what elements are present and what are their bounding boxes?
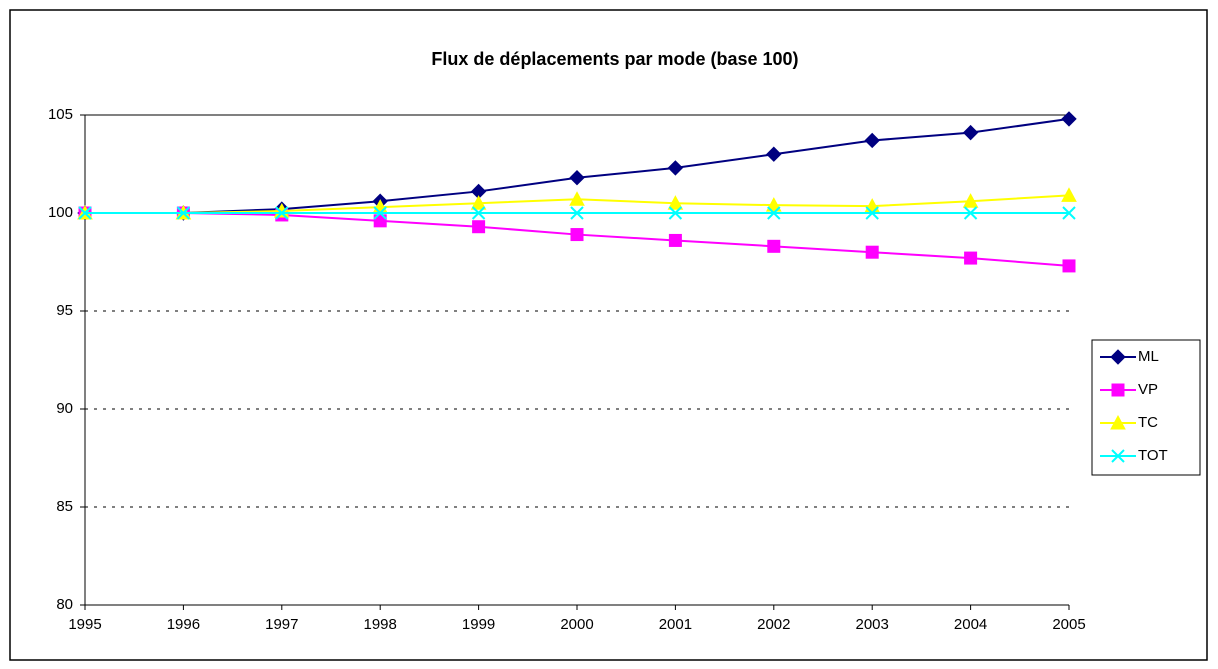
data-point xyxy=(569,170,585,186)
data-point xyxy=(668,233,682,247)
data-point xyxy=(275,206,289,220)
data-point xyxy=(78,206,92,220)
legend-label: TOT xyxy=(1138,447,1168,464)
legend-marker xyxy=(1111,449,1125,463)
data-point xyxy=(865,245,879,259)
data-point xyxy=(767,206,781,220)
data-point xyxy=(962,124,979,141)
legend-label: VP xyxy=(1138,381,1158,398)
data-point xyxy=(667,195,684,210)
legend-label: ML xyxy=(1138,348,1159,365)
data-point xyxy=(569,191,585,206)
x-tick-label: 2000 xyxy=(560,616,593,633)
data-point xyxy=(1062,206,1076,220)
data-point xyxy=(373,214,387,228)
y-tick-label: 95 xyxy=(56,302,73,319)
y-tick-label: 90 xyxy=(56,400,73,417)
data-point xyxy=(766,146,782,162)
x-tick-label: 2004 xyxy=(954,616,987,633)
data-point xyxy=(1062,259,1076,273)
data-point xyxy=(767,239,781,253)
data-point xyxy=(471,206,486,220)
data-point xyxy=(963,206,978,220)
data-point xyxy=(864,132,880,149)
y-tick-label: 80 xyxy=(56,596,73,613)
data-point xyxy=(667,160,684,176)
legend xyxy=(1091,339,1201,476)
y-tick-label: 85 xyxy=(56,498,73,515)
legend-label: TC xyxy=(1138,414,1158,431)
data-point xyxy=(570,228,584,242)
x-tick-label: 2005 xyxy=(1052,616,1085,633)
chart-frame xyxy=(9,9,1208,661)
data-point xyxy=(470,195,487,210)
x-tick-label: 2003 xyxy=(856,616,889,633)
data-point xyxy=(1061,187,1077,202)
data-point xyxy=(865,206,879,220)
data-point xyxy=(570,206,584,220)
data-point xyxy=(964,251,978,265)
legend-marker xyxy=(1111,383,1125,397)
x-tick-label: 2001 xyxy=(659,616,692,633)
y-tick-label: 100 xyxy=(48,204,73,221)
x-tick-label: 1998 xyxy=(364,616,397,633)
data-point xyxy=(668,206,683,220)
chart-title: Flux de déplacements par mode (base 100) xyxy=(431,49,798,69)
data-point xyxy=(962,193,979,208)
data-point xyxy=(1061,111,1077,127)
data-point xyxy=(765,197,782,212)
data-point xyxy=(373,206,387,220)
y-tick-label: 105 xyxy=(48,106,73,123)
x-tick-label: 1995 xyxy=(68,616,101,633)
x-tick-label: 1999 xyxy=(462,616,495,633)
legend-marker xyxy=(1110,414,1126,430)
legend-marker xyxy=(1110,349,1126,365)
x-tick-label: 1996 xyxy=(167,616,200,633)
x-tick-label: 2002 xyxy=(757,616,790,633)
data-point xyxy=(472,220,486,234)
x-tick-label: 1997 xyxy=(265,616,298,633)
data-point xyxy=(176,206,191,220)
